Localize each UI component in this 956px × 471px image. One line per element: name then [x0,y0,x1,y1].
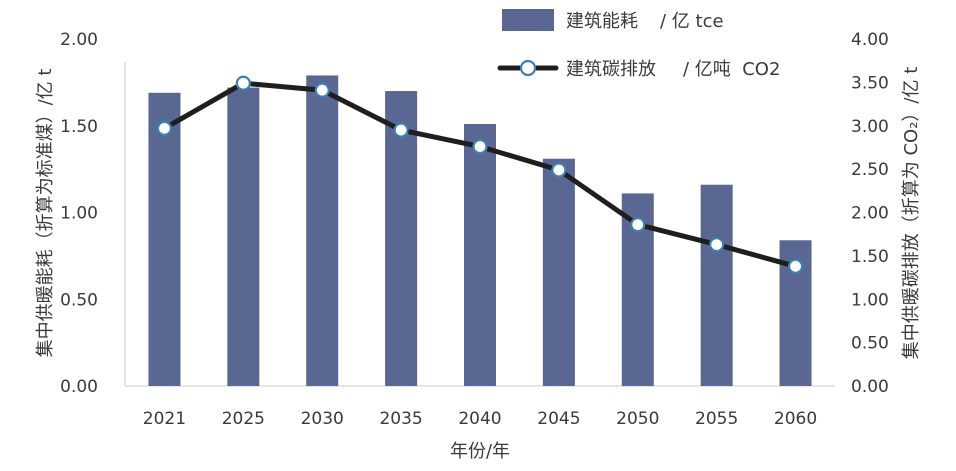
bar-2055 [700,184,733,386]
right-tick-label: 1.00 [851,290,889,310]
emission-marker-2055 [709,236,725,253]
emission-marker-2045 [551,162,567,178]
emission-marker-2035 [393,122,409,138]
right-tick-label: 2.00 [851,204,889,224]
x-tick-label: 2050 [616,409,659,429]
legend-item-emission: 建筑碳排放 / 亿吨 CO2 [497,59,780,80]
legend-emission-label: 建筑碳排放 [566,59,656,80]
right-tick-label: 1.50 [851,247,889,267]
left-axis-title: 集中供暖能耗（折算为标准煤）/亿 t [35,69,56,358]
emission-marker-2060 [787,258,804,274]
x-tick-label: 2055 [695,409,738,429]
legend-marker-swatch [519,59,537,77]
left-tick-label: 0.00 [60,377,98,397]
x-tick-label: 2060 [774,409,817,429]
emission-marker-2030 [314,82,330,98]
right-tick-label: 3.50 [851,73,889,93]
x-tick-label: 2025 [222,409,265,429]
x-axis-title: 年份/年 [450,441,510,462]
legend-energy-unit: / 亿 tce [660,11,724,32]
bar-2040 [464,124,496,386]
x-tick-label: 2045 [537,409,580,429]
emission-marker-2040 [472,138,488,155]
right-tick-label: 0.50 [851,334,889,354]
energy-bar-series [148,75,812,387]
right-tick-label: 3.00 [851,117,889,137]
x-tick-label: 2030 [301,409,344,429]
left-tick-label: 1.50 [60,117,98,137]
emission-line-series [156,75,804,274]
left-tick-label: 1.00 [60,204,98,224]
legend: 建筑能耗 / 亿 tce 建筑碳排放 / 亿吨 CO2 [497,9,780,80]
legend-emission-unit: / 亿吨 CO2 [683,59,780,80]
x-tick-label: 2040 [458,409,501,429]
right-tick-label: 2.50 [851,160,889,180]
x-tick-label: 2035 [379,409,422,429]
emission-marker-2025 [235,75,251,91]
right-axis-ticks: 0.00 0.50 1.00 1.50 2.00 2.50 3.00 3.50 4.00 [851,30,889,397]
bar-2025 [227,87,260,386]
legend-bar-swatch [502,9,554,31]
left-axis-ticks: 0.00 0.50 1.00 1.50 2.00 [60,30,98,397]
x-axis-ticks: 2021 2025 2030 2035 2040 2045 2050 2055 2060 [143,409,817,429]
emission-marker-2050 [630,217,646,233]
bar-2035 [385,91,418,387]
x-tick-label: 2021 [143,409,186,429]
bar-2030 [306,75,339,386]
left-tick-label: 2.00 [60,30,98,50]
right-tick-label: 4.00 [851,30,889,50]
right-axis-title: 集中供暖碳排放（折算为 CO₂）/亿 t [901,67,922,360]
bar-2021 [148,92,181,386]
legend-item-energy: 建筑能耗 / 亿 tce [502,9,724,32]
bar-2045 [542,158,575,386]
left-tick-label: 0.50 [60,290,98,310]
right-tick-label: 0.00 [851,377,889,397]
emission-marker-2021 [156,120,173,136]
legend-energy-label: 建筑能耗 [566,11,638,32]
